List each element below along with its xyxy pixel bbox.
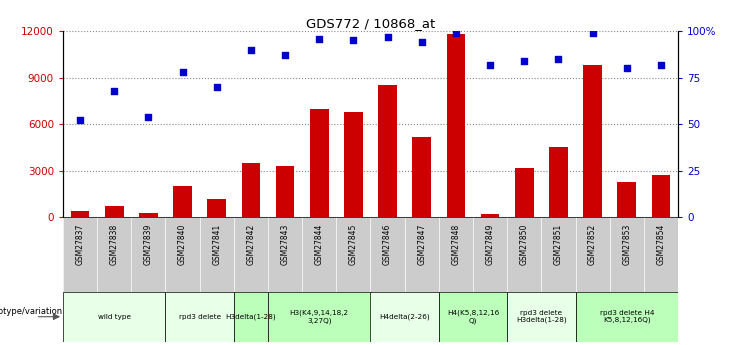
Point	[450, 30, 462, 36]
Text: rpd3 delete H4
K5,8,12,16Q): rpd3 delete H4 K5,8,12,16Q)	[599, 310, 654, 324]
Bar	[507, 292, 576, 342]
Text: GSM27841: GSM27841	[212, 223, 222, 265]
Text: GSM27848: GSM27848	[451, 223, 460, 265]
Bar	[370, 292, 439, 342]
Text: H4(K5,8,12,16
Q): H4(K5,8,12,16 Q)	[447, 310, 499, 324]
Point	[74, 118, 86, 123]
Text: GSM27846: GSM27846	[383, 223, 392, 265]
Text: GSM27852: GSM27852	[588, 223, 597, 265]
Point	[245, 47, 257, 52]
Bar	[173, 186, 192, 217]
Bar	[549, 148, 568, 217]
Text: GSM27853: GSM27853	[622, 223, 631, 265]
Point	[348, 38, 359, 43]
Bar	[139, 213, 158, 217]
Bar	[63, 292, 165, 342]
Point	[210, 84, 222, 90]
Point	[587, 30, 599, 36]
Bar	[651, 175, 671, 217]
Text: GSM27843: GSM27843	[281, 223, 290, 265]
Bar	[481, 214, 499, 217]
Text: GSM27838: GSM27838	[110, 223, 119, 265]
Text: H4delta(2-26): H4delta(2-26)	[379, 314, 430, 320]
Point	[416, 39, 428, 45]
Bar	[439, 292, 507, 342]
Text: GSM27849: GSM27849	[485, 223, 494, 265]
Point	[313, 36, 325, 41]
Bar	[207, 199, 226, 217]
Bar	[70, 211, 90, 217]
Point	[279, 52, 291, 58]
Text: GSM27844: GSM27844	[315, 223, 324, 265]
Bar	[242, 163, 260, 217]
Bar	[268, 292, 370, 342]
Text: GSM27840: GSM27840	[178, 223, 187, 265]
Text: H3(K4,9,14,18,2
3,27Q): H3(K4,9,14,18,2 3,27Q)	[290, 310, 349, 324]
Bar	[310, 109, 329, 217]
Point	[553, 56, 565, 62]
Bar	[412, 137, 431, 217]
Point	[382, 34, 393, 39]
Bar	[344, 112, 363, 217]
Text: GSM27842: GSM27842	[247, 223, 256, 265]
Bar	[165, 292, 234, 342]
Bar	[104, 206, 124, 217]
Text: genotype/variation: genotype/variation	[0, 307, 62, 316]
Bar	[378, 86, 397, 217]
Bar	[234, 292, 268, 342]
Text: GSM27850: GSM27850	[519, 223, 529, 265]
Point	[142, 114, 154, 119]
Point	[108, 88, 120, 93]
Text: GSM27851: GSM27851	[554, 223, 563, 265]
Text: GSM27854: GSM27854	[657, 223, 665, 265]
Text: GSM27839: GSM27839	[144, 223, 153, 265]
Text: H3delta(1-28): H3delta(1-28)	[225, 314, 276, 320]
Point	[655, 62, 667, 67]
Text: wild type: wild type	[98, 314, 130, 320]
Text: GSM27845: GSM27845	[349, 223, 358, 265]
Title: GDS772 / 10868_at: GDS772 / 10868_at	[306, 17, 435, 30]
Bar	[515, 168, 534, 217]
Text: GSM27847: GSM27847	[417, 223, 426, 265]
Bar	[583, 65, 602, 217]
Bar	[617, 181, 637, 217]
Bar	[276, 166, 294, 217]
Point	[621, 66, 633, 71]
Bar	[576, 292, 678, 342]
Point	[518, 58, 530, 63]
Text: GSM27837: GSM27837	[76, 223, 84, 265]
Text: rpd3 delete: rpd3 delete	[179, 314, 221, 320]
Point	[484, 62, 496, 67]
Bar	[447, 34, 465, 217]
Point	[176, 69, 188, 75]
Text: rpd3 delete
H3delta(1-28): rpd3 delete H3delta(1-28)	[516, 310, 567, 324]
